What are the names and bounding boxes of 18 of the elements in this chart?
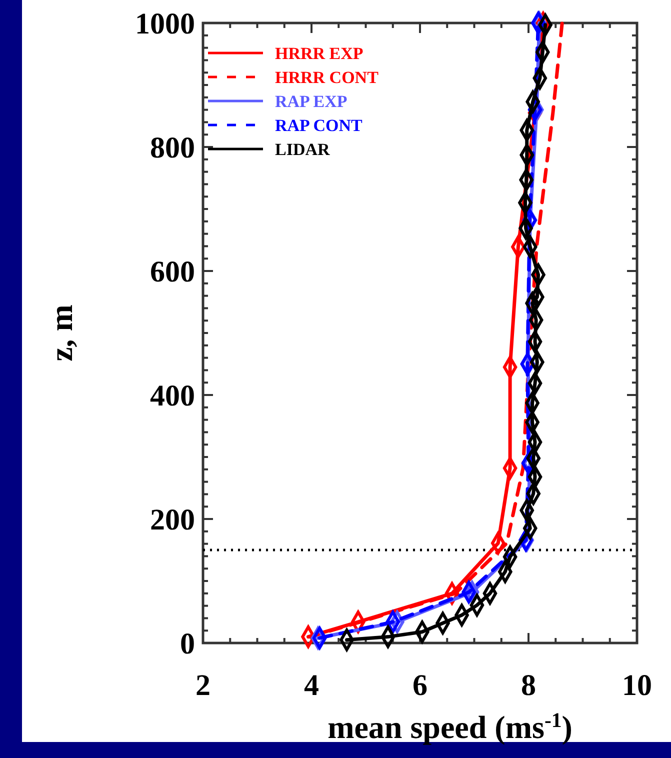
legend-label: HRRR EXP bbox=[275, 44, 364, 63]
x-tick-label: 10 bbox=[622, 669, 652, 702]
y-tick-label: 1000 bbox=[135, 8, 195, 40]
legend-label: RAP CONT bbox=[275, 116, 364, 135]
legend-label: RAP EXP bbox=[275, 92, 348, 111]
y-tick-label: 600 bbox=[150, 256, 195, 288]
legend-label: HRRR CONT bbox=[275, 68, 380, 87]
x-tick-label: 6 bbox=[412, 669, 428, 702]
x-axis-title: mean speed (ms$^{-1}$) bbox=[328, 708, 572, 745]
y-tick-label: 400 bbox=[150, 380, 195, 412]
x-tick-label: 4 bbox=[304, 669, 319, 702]
x-tick-label: 2 bbox=[196, 669, 210, 702]
y-tick-label: 200 bbox=[150, 504, 195, 536]
y-axis-title: z, m bbox=[43, 304, 79, 362]
y-tick-label: 0 bbox=[180, 628, 195, 660]
y-tick-label: 800 bbox=[150, 132, 195, 164]
legend-label: LIDAR bbox=[275, 140, 331, 159]
x-tick-label: 8 bbox=[521, 669, 536, 702]
